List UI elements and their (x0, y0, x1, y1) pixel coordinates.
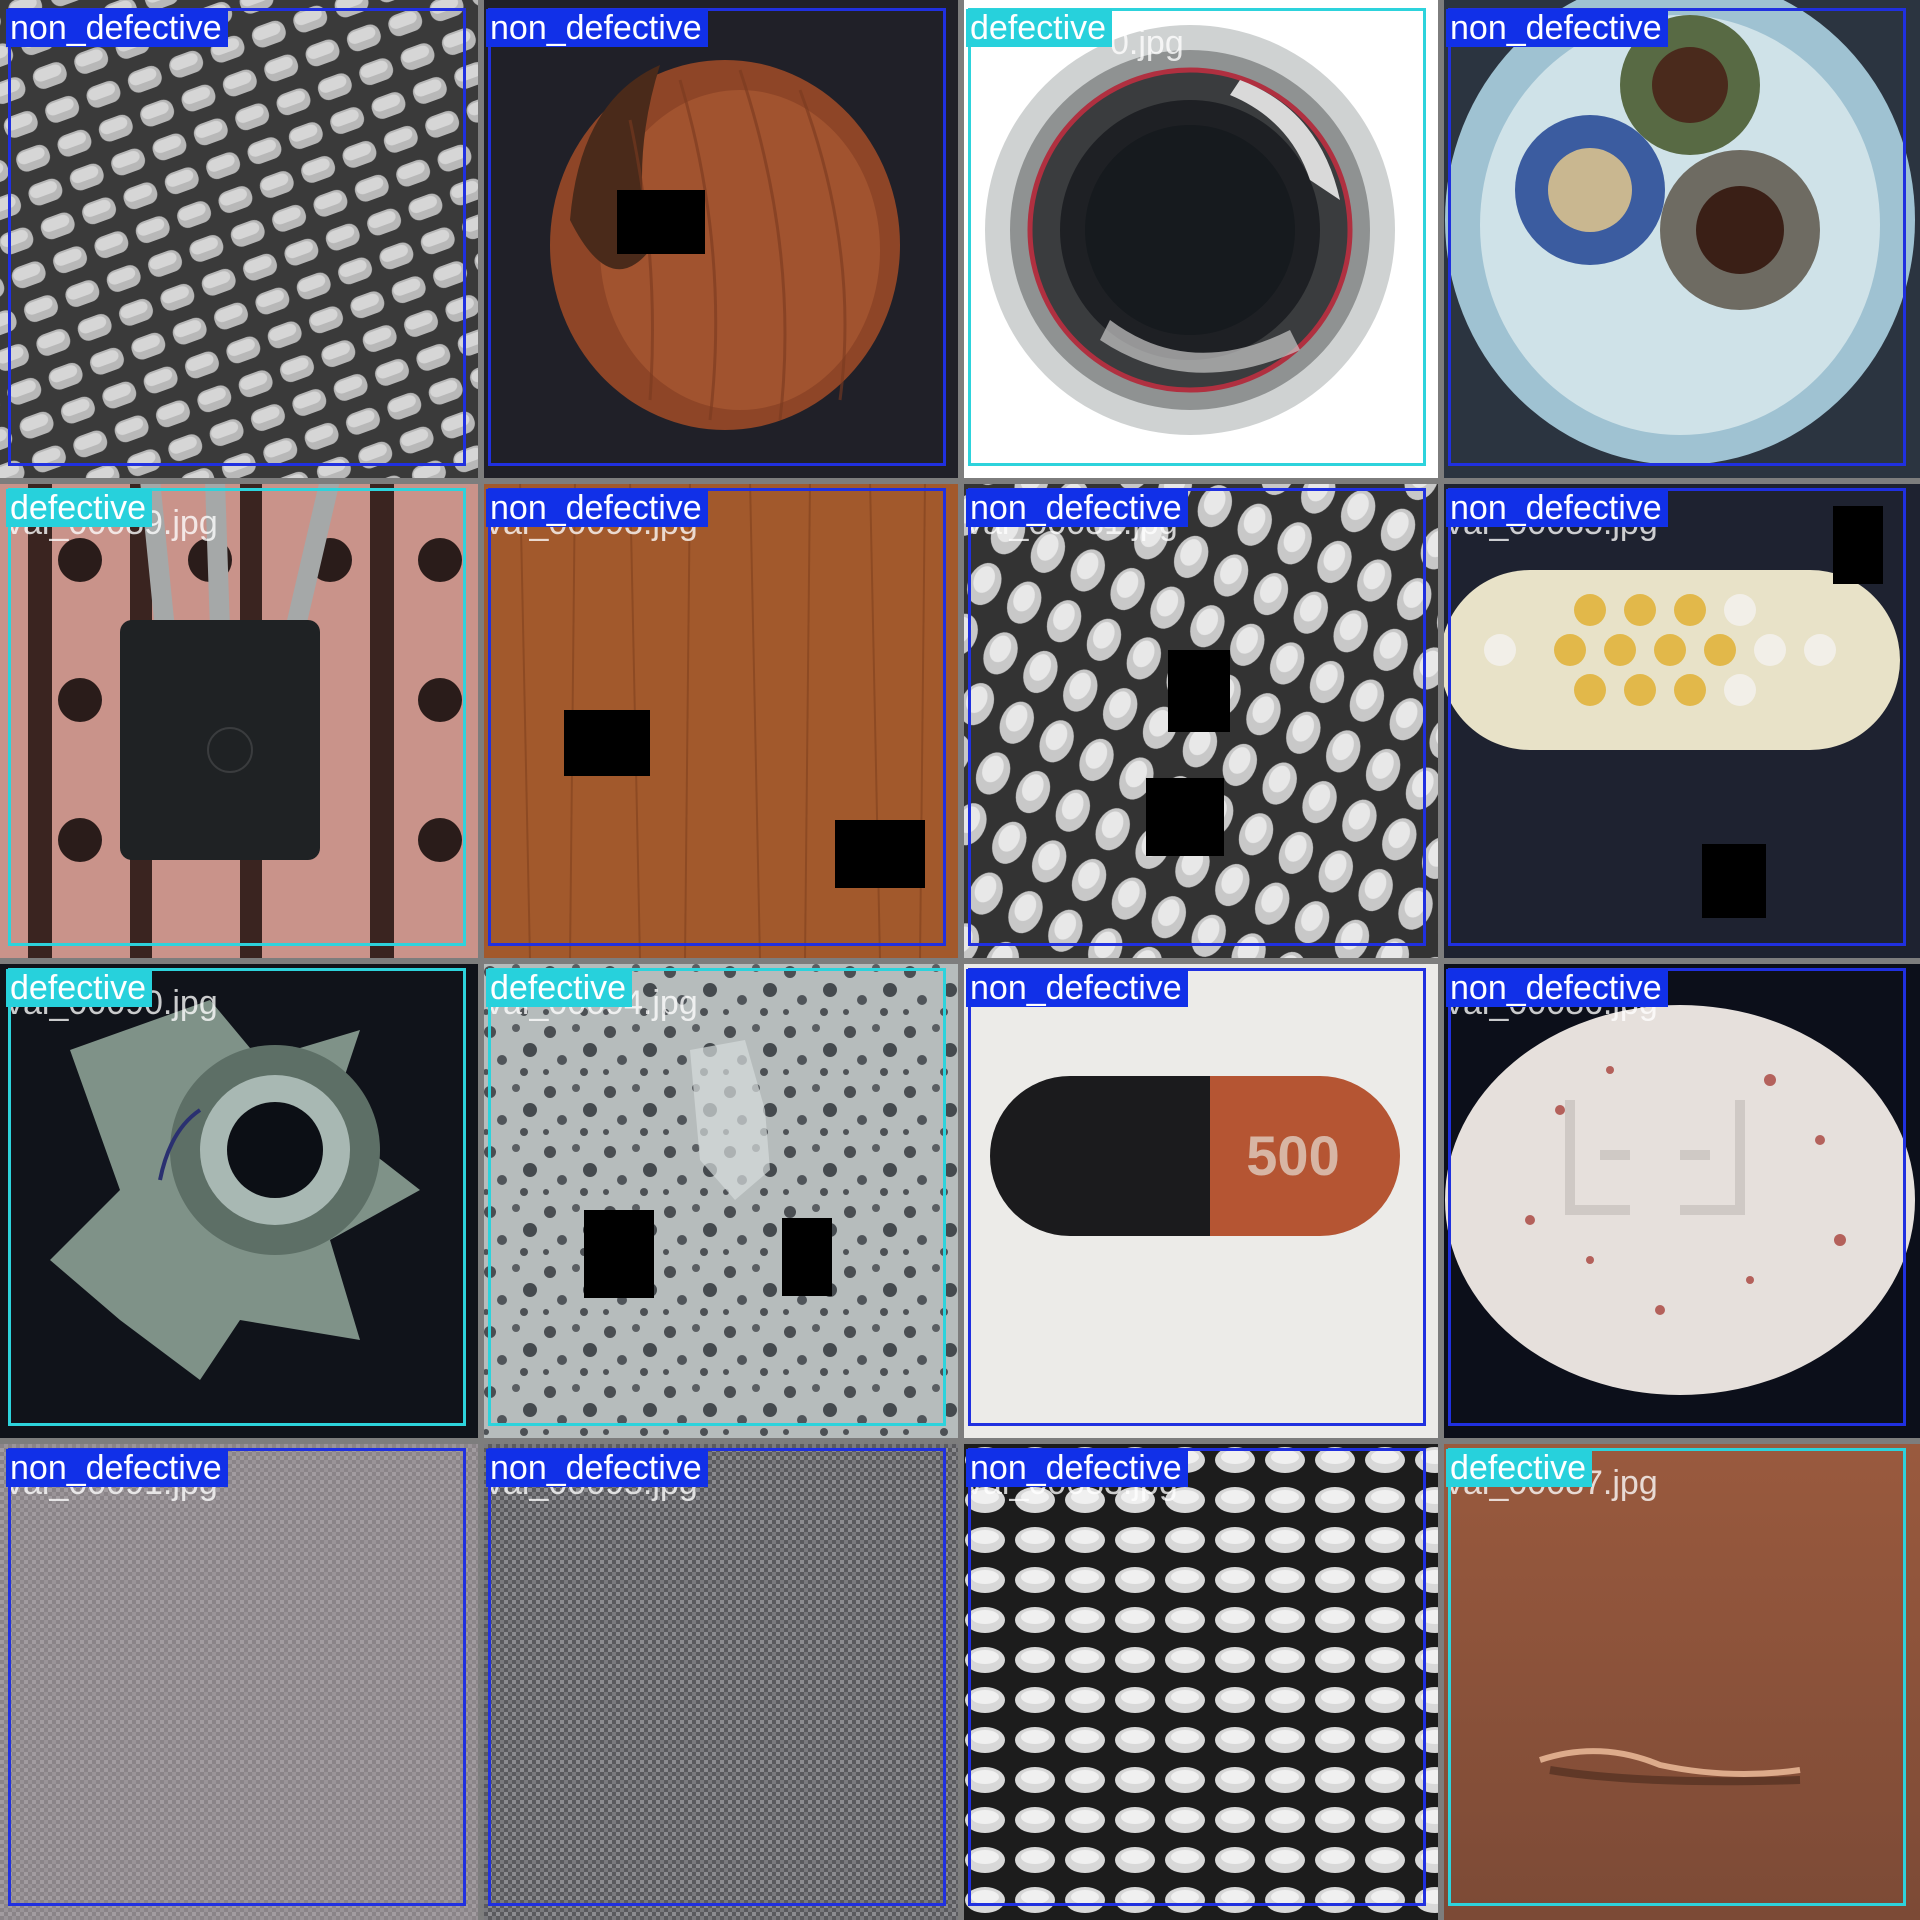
class-label: defective (6, 969, 153, 1007)
tile: val_00091.jpg non_defective (0, 1440, 480, 1920)
leather-image (1440, 1440, 1920, 1920)
class-label: non_defective (6, 1449, 228, 1487)
bbox (8, 8, 466, 466)
grid-divider (0, 958, 1920, 964)
class-label: non_defective (486, 489, 708, 527)
tile: val_00089.jpg defective (0, 480, 480, 960)
tile: non_defective (480, 0, 960, 480)
tile: val_00085.jpg non_defective (1440, 480, 1920, 960)
capsule-print: 500 (1246, 1124, 1339, 1187)
tile: val_00086.jpg non_defective (1440, 960, 1920, 1440)
bbox (1448, 488, 1906, 946)
pill-image (1440, 960, 1920, 1440)
bbox (1448, 8, 1906, 466)
tile-image (480, 960, 960, 1440)
bbox (1448, 968, 1906, 1426)
class-label: defective (966, 9, 1113, 47)
bbox (968, 1448, 1426, 1906)
grid-divider (0, 1438, 1920, 1444)
class-label: defective (1446, 1449, 1593, 1487)
tile: val_00093.jpg non_defective (480, 480, 960, 960)
grid-image (960, 480, 1440, 960)
bbox (488, 488, 946, 946)
class-label: non_defective (966, 1449, 1188, 1487)
bbox (488, 968, 946, 1426)
cable-image (1440, 0, 1920, 480)
class-label: non_defective (966, 969, 1188, 1007)
grid-divider (0, 478, 1920, 484)
tile: non_defective (1440, 0, 1920, 480)
bbox (968, 8, 1426, 466)
bottle-image (960, 0, 1440, 480)
carpet-image (480, 1440, 960, 1920)
tile: val_00090.jpg defective (0, 960, 480, 1440)
bbox (488, 8, 946, 466)
carpet-image (0, 1440, 480, 1920)
tile: val_00095.jpg non_defective (480, 1440, 960, 1920)
class-label: defective (6, 489, 153, 527)
class-label: non_defective (6, 9, 228, 47)
class-label: non_defective (1446, 9, 1668, 47)
tile: val_00094.jpg defective (480, 960, 960, 1440)
toothbrush-image (1440, 480, 1920, 960)
hazelnut-image (480, 0, 960, 480)
capsule-image: 500 (960, 960, 1440, 1440)
bbox (8, 968, 466, 1426)
bbox (488, 1448, 946, 1906)
class-label: non_defective (486, 9, 708, 47)
bbox (968, 488, 1426, 946)
tile: val_00083.jpg non_defective (960, 1440, 1440, 1920)
bbox (8, 488, 466, 946)
transistor-image (0, 480, 480, 960)
bbox (968, 968, 1426, 1426)
class-label: non_defective (1446, 489, 1668, 527)
grid-image (0, 0, 480, 480)
grid-image (960, 1440, 1440, 1920)
tile: 0.jpg defective (960, 0, 1440, 480)
metal-nut-image (0, 960, 480, 1440)
bbox (1448, 1448, 1906, 1906)
class-label: non_defective (486, 1449, 708, 1487)
class-label: non_defective (1446, 969, 1668, 1007)
class-label: defective (486, 969, 633, 1007)
bbox (8, 1448, 466, 1906)
wood-image (480, 480, 960, 960)
class-label: non_defective (966, 489, 1188, 527)
tile: non_defective (0, 0, 480, 480)
tile: 500 non_defective (960, 960, 1440, 1440)
tile: val_00081.jpg non_defective (960, 480, 1440, 960)
filename: 0.jpg (1110, 24, 1184, 62)
tile: val_00087.jpg defective (1440, 1440, 1920, 1920)
